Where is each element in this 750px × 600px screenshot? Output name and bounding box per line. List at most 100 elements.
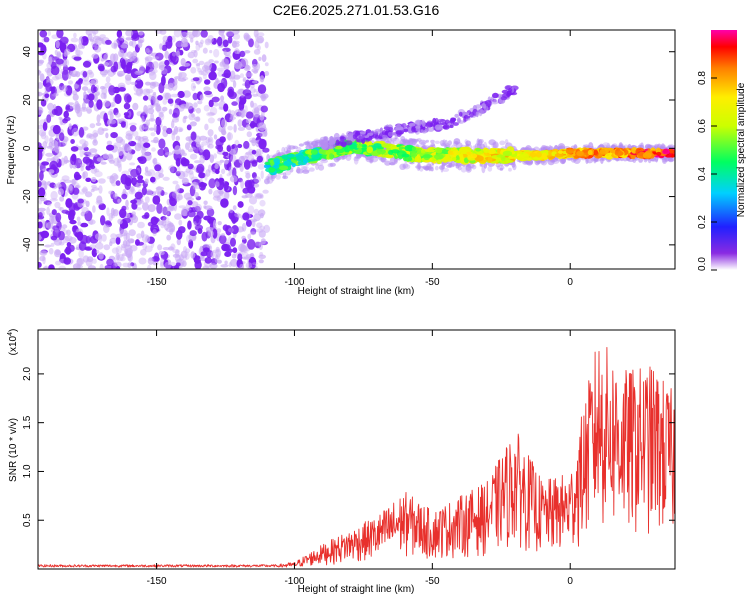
noise-blob — [243, 32, 250, 40]
noise-blob — [128, 229, 136, 237]
noise-blob — [119, 229, 128, 237]
noise-blob — [126, 146, 132, 153]
noise-blob — [38, 180, 42, 188]
ridge-blob — [283, 160, 293, 167]
noise-blob — [203, 104, 210, 112]
noise-blob — [253, 89, 258, 93]
noise-blob — [76, 264, 83, 269]
noise-blob — [129, 186, 135, 193]
noise-blob — [248, 38, 254, 48]
ridge-blob — [401, 153, 410, 158]
noise-blob — [233, 74, 241, 80]
noise-blob — [101, 128, 109, 132]
noise-blob — [158, 173, 164, 178]
noise-blob — [96, 195, 103, 204]
noise-blob — [94, 233, 103, 241]
noise-blob — [259, 194, 264, 199]
svg-text:(x104): (x104) — [7, 329, 19, 356]
ridge-blob — [593, 149, 599, 156]
upper-branch-blob — [328, 136, 335, 143]
noise-blob — [160, 190, 165, 196]
noise-blob — [74, 174, 82, 180]
noise-blob — [69, 105, 73, 110]
noise-blob — [185, 168, 191, 173]
noise-blob — [195, 40, 199, 46]
noise-blob — [189, 185, 196, 197]
noise-blob — [202, 265, 210, 269]
noise-blob — [65, 246, 71, 255]
ridge-blob — [404, 144, 415, 152]
noise-blob — [198, 172, 206, 179]
noise-blob — [205, 169, 211, 177]
upper-branch-blob — [475, 104, 482, 109]
x-tick-label: 0 — [567, 576, 573, 587]
noise-blob — [208, 188, 213, 195]
ridge-blob — [502, 150, 513, 157]
chart-title: C2E6.2025.271.01.53.G16 — [273, 2, 440, 18]
noise-blob — [106, 207, 110, 217]
noise-blob — [155, 186, 164, 191]
noise-blob — [152, 229, 157, 237]
noise-blob — [215, 248, 222, 258]
noise-blob — [193, 215, 200, 224]
noise-blob — [141, 186, 147, 196]
noise-blob — [259, 225, 266, 231]
noise-blob — [171, 190, 181, 199]
noise-blob — [208, 178, 216, 189]
ridge-blob — [385, 154, 393, 158]
noise-blob — [182, 90, 191, 98]
noise-blob — [132, 130, 139, 137]
noise-blob — [173, 107, 180, 118]
noise-blob — [72, 93, 79, 101]
noise-blob — [95, 122, 102, 126]
noise-blob — [144, 196, 150, 204]
noise-blob — [175, 229, 183, 240]
ridge-blob — [554, 152, 565, 158]
noise-blob — [126, 68, 132, 74]
noise-blob — [169, 164, 175, 174]
noise-blob — [150, 228, 160, 233]
noise-blob — [103, 224, 110, 233]
noise-blob — [206, 208, 215, 217]
ridge-halo — [508, 167, 512, 172]
noise-blob — [168, 52, 177, 63]
noise-blob — [103, 112, 108, 124]
noise-blob — [46, 206, 50, 215]
noise-blob — [141, 111, 147, 115]
noise-blob — [92, 258, 97, 264]
ridge-halo — [447, 140, 452, 146]
upper-branch-blob — [401, 123, 407, 129]
noise-blob — [92, 205, 96, 213]
noise-blob — [210, 251, 215, 259]
noise-blob — [73, 83, 79, 89]
spectrogram-xlabel: Height of straight line (km) — [298, 286, 415, 297]
y-tick-label: -20 — [22, 189, 33, 204]
noise-blob — [39, 250, 48, 256]
noise-blob — [55, 249, 61, 256]
noise-blob — [113, 107, 119, 116]
noise-blob — [182, 170, 189, 178]
noise-blob — [117, 146, 124, 156]
noise-blob — [142, 122, 150, 130]
noise-blob — [41, 161, 50, 166]
noise-blob — [260, 170, 264, 179]
noise-blob — [110, 233, 117, 240]
ridge-blob — [474, 155, 484, 162]
upper-branch-blob — [370, 130, 379, 134]
noise-blob — [111, 247, 119, 254]
noise-blob — [76, 109, 83, 118]
noise-blob — [192, 58, 199, 64]
noise-blob — [87, 33, 93, 41]
noise-blob — [178, 219, 183, 226]
noise-blob — [48, 56, 53, 66]
noise-blob — [81, 206, 89, 214]
noise-blob — [155, 52, 164, 61]
noise-blob — [207, 35, 214, 43]
noise-blob — [143, 105, 148, 114]
noise-blob — [67, 66, 76, 71]
noise-blob — [178, 72, 187, 79]
noise-blob — [121, 193, 128, 200]
noise-blob — [98, 252, 104, 260]
noise-blob — [84, 210, 93, 222]
noise-blob — [118, 163, 122, 172]
